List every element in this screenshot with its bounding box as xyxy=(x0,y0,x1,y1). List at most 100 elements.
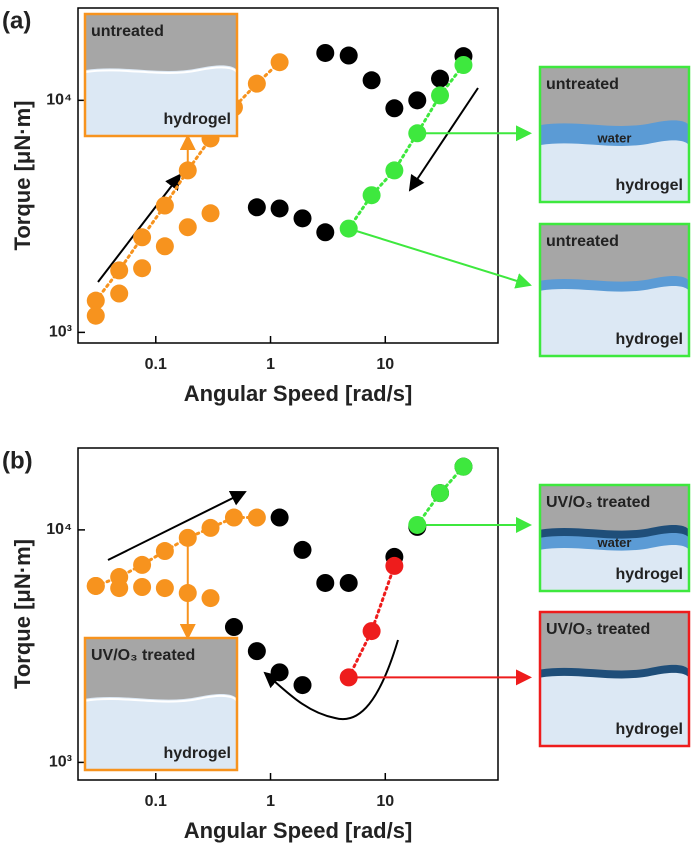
data-point xyxy=(408,515,427,534)
data-point xyxy=(362,186,381,205)
x-axis-title: Angular Speed [rad/s] xyxy=(184,381,413,406)
data-point xyxy=(293,676,312,695)
inset-label: hydrogel xyxy=(615,566,683,583)
inset-substrate xyxy=(540,67,689,126)
inset: UV/O₃ treated water hydrogel xyxy=(538,483,691,593)
inset-border xyxy=(538,65,691,204)
data-point xyxy=(201,589,220,608)
trend-arrow xyxy=(263,639,399,721)
trend-arrow xyxy=(97,173,182,283)
dotted-line xyxy=(94,60,282,303)
inset-substrate xyxy=(540,224,689,282)
data-point xyxy=(339,219,358,238)
data-point xyxy=(293,209,312,228)
trend-arrow xyxy=(408,87,479,192)
trend-arrow xyxy=(107,491,247,561)
data-point xyxy=(316,573,335,592)
data-point xyxy=(133,555,152,574)
y-tick-label: 10³ xyxy=(49,754,72,771)
y-axis-title: Torque [μN·m] xyxy=(10,101,35,251)
inset-label: hydrogel xyxy=(615,177,683,194)
x-tick-label: 1 xyxy=(266,356,275,373)
data-point xyxy=(86,576,105,595)
plot-frame xyxy=(77,447,499,781)
data-point xyxy=(454,457,473,476)
data-point xyxy=(454,56,473,75)
data-point xyxy=(133,578,152,597)
data-point xyxy=(155,579,174,598)
data-point xyxy=(339,573,358,592)
data-point xyxy=(201,204,220,223)
inset-title: untreated xyxy=(91,23,164,40)
data-point xyxy=(247,642,266,661)
panel-label: (b) xyxy=(2,447,33,474)
inset-label: hydrogel xyxy=(163,745,231,762)
data-point xyxy=(178,528,197,547)
inset: UV/O₃ treated hydrogel xyxy=(538,610,691,748)
dotted-line xyxy=(347,564,396,679)
data-point xyxy=(247,198,266,217)
y-tick-label: 10⁴ xyxy=(46,521,72,538)
inset: untreated hydrogel xyxy=(83,12,239,138)
data-point xyxy=(110,261,129,280)
panel-label: (a) xyxy=(2,7,31,34)
inset-title: untreated xyxy=(546,76,619,93)
inset-border xyxy=(83,636,239,772)
data-point xyxy=(316,223,335,242)
data-point xyxy=(408,124,427,143)
x-tick-label: 10 xyxy=(376,793,394,810)
inset-title: untreated xyxy=(546,233,619,250)
data-point xyxy=(385,556,404,575)
data-point xyxy=(247,508,266,527)
inset-water-label: water xyxy=(597,131,632,146)
inset-label: hydrogel xyxy=(163,111,231,128)
data-point xyxy=(86,291,105,310)
inset-substrate xyxy=(85,14,237,71)
data-point xyxy=(385,161,404,180)
data-point xyxy=(431,484,450,503)
data-point xyxy=(316,43,335,62)
inset-title: UV/O₃ treated xyxy=(91,647,195,664)
data-point xyxy=(201,518,220,537)
data-point xyxy=(155,196,174,215)
x-tick-label: 0.1 xyxy=(145,793,167,810)
data-point xyxy=(247,74,266,93)
data-point xyxy=(110,284,129,303)
inset: untreated hydrogel xyxy=(538,222,691,358)
y-tick-label: 10³ xyxy=(49,324,72,341)
data-point xyxy=(431,69,450,88)
inset: UV/O₃ treated hydrogel xyxy=(83,636,239,772)
data-point xyxy=(385,99,404,118)
inset-substrate xyxy=(540,612,689,671)
data-point xyxy=(178,161,197,180)
plot-frame xyxy=(77,7,499,344)
data-point xyxy=(339,668,358,687)
y-axis-title: Torque [μN·m] xyxy=(10,539,35,689)
inset-label: hydrogel xyxy=(615,721,683,738)
data-point xyxy=(110,579,129,598)
data-point xyxy=(293,540,312,559)
data-point xyxy=(133,259,152,278)
data-point xyxy=(224,508,243,527)
inset-edge xyxy=(84,694,238,703)
data-point xyxy=(270,508,289,527)
inset-title: UV/O₃ treated xyxy=(546,621,650,638)
data-point xyxy=(270,199,289,218)
inset-border xyxy=(538,222,691,358)
data-point xyxy=(270,663,289,682)
inset-border xyxy=(538,610,691,748)
data-point xyxy=(362,622,381,641)
data-point xyxy=(178,584,197,603)
data-point xyxy=(431,86,450,105)
data-point xyxy=(270,53,289,72)
data-point xyxy=(224,618,243,637)
data-point xyxy=(155,542,174,561)
inset-substrate xyxy=(85,638,237,700)
data-point xyxy=(86,306,105,325)
y-tick-label: 10⁴ xyxy=(46,92,72,109)
inset-water-label: water xyxy=(597,535,632,550)
inset-title: UV/O₃ treated xyxy=(546,494,650,511)
inset-label: hydrogel xyxy=(615,331,683,348)
x-tick-label: 1 xyxy=(266,793,275,810)
x-tick-label: 0.1 xyxy=(145,356,167,373)
